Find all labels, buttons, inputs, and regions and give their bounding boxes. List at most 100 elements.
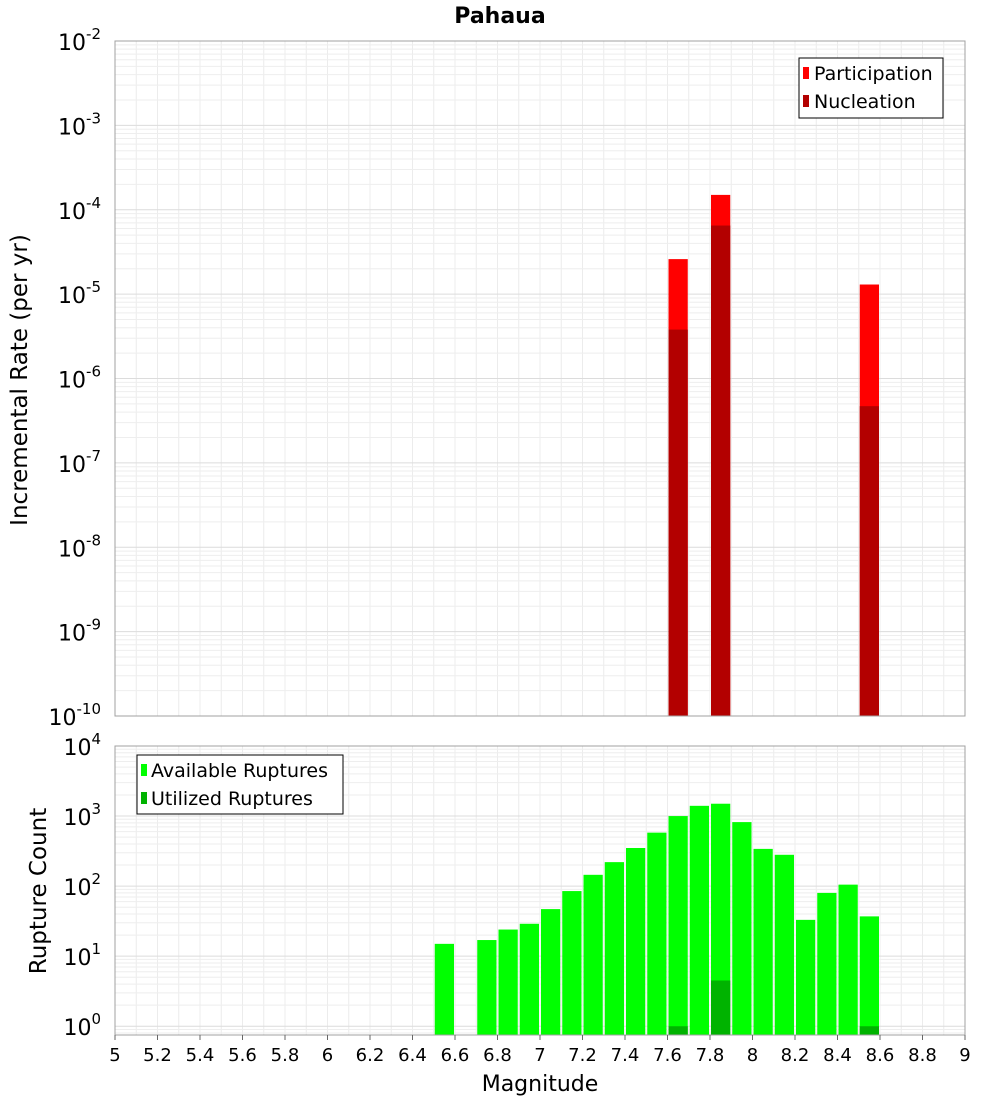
x-tick-label: 8.4 [823, 1045, 852, 1066]
bottom-ytick-label: 101 [63, 940, 101, 971]
x-tick-label: 8.8 [908, 1045, 937, 1066]
top-ytick-label-base: 10 [58, 369, 86, 394]
x-tick-label: 7.2 [568, 1045, 597, 1066]
x-tick-label: 8.2 [781, 1045, 810, 1066]
bottom-legend-swatch [141, 792, 147, 804]
x-tick-label: 6.8 [483, 1045, 512, 1066]
bottom-ytick-label-exp: 4 [91, 730, 101, 748]
bottom-ytick-label-exp: 2 [91, 870, 101, 888]
top-legend [798, 57, 944, 119]
bottom-legend-label: Utilized Ruptures [151, 788, 313, 810]
top-ytick-label-exp: -2 [86, 25, 101, 43]
x-tick-label: 5.6 [228, 1045, 257, 1066]
x-tick-label: 5.4 [186, 1045, 215, 1066]
bottom-bar-available-ruptures [434, 943, 454, 1035]
top-ytick-label-base: 10 [58, 115, 86, 140]
top-ytick-label-exp: -9 [86, 616, 101, 634]
top-legend-swatch [803, 95, 809, 107]
top-y-axis-label: Incremental Rate (per yr) [7, 234, 33, 526]
bottom-ytick-label-exp: 3 [91, 800, 101, 818]
top-ytick-label-exp: -10 [77, 700, 102, 718]
x-tick-label: 5.8 [271, 1045, 300, 1066]
x-tick-label: 9 [959, 1045, 970, 1066]
bottom-bar-available-ruptures [498, 929, 518, 1035]
bottom-bar-available-ruptures [774, 854, 794, 1035]
top-ytick-label: 10-6 [58, 363, 101, 394]
bottom-bar-available-ruptures [796, 919, 816, 1035]
top-ytick-label: 10-7 [58, 447, 101, 478]
bottom-bar-available-ruptures [583, 874, 603, 1035]
bottom-bar-available-ruptures [541, 909, 561, 1035]
top-ytick-label: 10-5 [58, 278, 101, 309]
bottom-bar-utilized-ruptures [668, 1026, 688, 1035]
top-ytick-label-base: 10 [58, 200, 86, 225]
bottom-bar-available-ruptures [604, 862, 624, 1035]
top-ytick-label-base: 10 [58, 622, 86, 647]
bottom-bar-available-ruptures [838, 884, 858, 1035]
x-tick-label: 7.4 [611, 1045, 640, 1066]
top-ytick-label-exp: -3 [86, 109, 101, 127]
x-tick-label: 6.2 [356, 1045, 385, 1066]
x-tick-label: 6.6 [441, 1045, 470, 1066]
top-ytick-label-exp: -4 [86, 194, 101, 212]
top-ytick-label: 10-2 [58, 25, 101, 56]
top-ytick-label-base: 10 [58, 537, 86, 562]
x-tick-label: 5 [109, 1045, 120, 1066]
bottom-bar-utilized-ruptures [859, 1026, 879, 1035]
bottom-ytick-label-base: 10 [63, 1016, 91, 1041]
bottom-ytick-label: 104 [63, 730, 101, 761]
top-bar-nucleation [711, 225, 731, 716]
top-bar-nucleation [668, 329, 688, 716]
x-axis-label: Magnitude [482, 1072, 599, 1097]
bottom-ytick-label-base: 10 [63, 876, 91, 901]
top-legend-swatch [803, 67, 809, 79]
top-ytick-label-exp: -8 [86, 531, 101, 549]
x-tick-label: 6.4 [398, 1045, 427, 1066]
top-ytick-label: 10-9 [58, 616, 101, 647]
top-ytick-label: 10-3 [58, 109, 101, 140]
x-tick-label: 8 [747, 1045, 758, 1066]
bottom-bar-available-ruptures [626, 848, 646, 1035]
top-ytick-label-exp: -5 [86, 278, 101, 296]
bottom-ytick-label: 102 [63, 870, 101, 901]
top-legend-label: Nucleation [814, 91, 916, 113]
chart-title: Pahaua [454, 4, 545, 29]
bottom-bar-available-ruptures [562, 891, 582, 1035]
top-ytick-label-base: 10 [58, 453, 86, 478]
top-ytick-label: 10-4 [58, 194, 101, 225]
bottom-bar-available-ruptures [647, 832, 667, 1035]
top-ytick-label-base: 10 [58, 284, 86, 309]
top-bar-nucleation [859, 406, 879, 716]
bottom-ytick-label-base: 10 [63, 736, 91, 761]
top-plot-border [114, 40, 966, 717]
bottom-y-axis-label: Rupture Count [26, 808, 52, 974]
top-ytick-label-exp: -7 [86, 447, 101, 465]
bottom-bar-available-ruptures [817, 892, 837, 1035]
bottom-bar-available-ruptures [519, 923, 539, 1035]
x-tick-label: 8.6 [866, 1045, 895, 1066]
x-tick-label: 5.2 [143, 1045, 172, 1066]
bottom-bar-available-ruptures [732, 822, 752, 1035]
x-tick-label: 7.8 [696, 1045, 725, 1066]
bottom-ytick-label-base: 10 [63, 946, 91, 971]
top-ytick-label: 10-10 [49, 700, 102, 731]
bottom-bar-available-ruptures [753, 848, 773, 1035]
bottom-legend-label: Available Ruptures [151, 760, 328, 782]
bottom-ytick-label-exp: 1 [91, 940, 101, 958]
bottom-ytick-label: 100 [63, 1010, 101, 1041]
top-ytick-label: 10-8 [58, 531, 101, 562]
bottom-ytick-label: 103 [63, 800, 101, 831]
bottom-legend-swatch [141, 764, 147, 776]
x-tick-label: 6 [322, 1045, 333, 1066]
bottom-bar-available-ruptures [689, 805, 709, 1035]
bottom-bar-available-ruptures [477, 940, 497, 1035]
x-tick-label: 7 [534, 1045, 545, 1066]
top-ytick-label-exp: -6 [86, 363, 101, 381]
bottom-bar-available-ruptures [668, 816, 688, 1035]
bottom-legend [136, 754, 344, 815]
top-legend-label: Participation [814, 63, 933, 85]
bottom-ytick-label-exp: 0 [91, 1010, 101, 1028]
top-ytick-label-base: 10 [58, 31, 86, 56]
